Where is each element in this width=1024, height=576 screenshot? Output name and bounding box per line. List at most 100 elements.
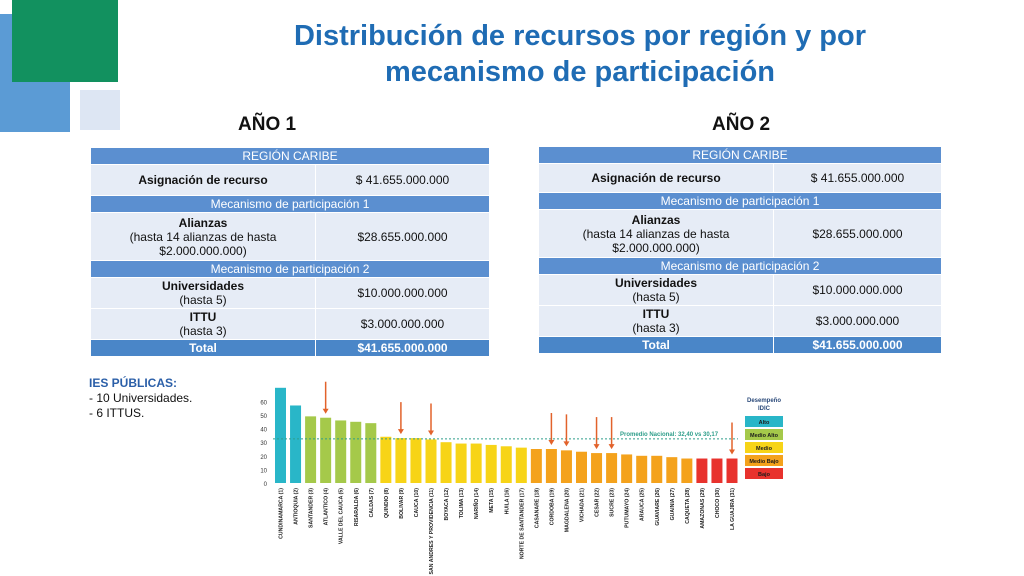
bar — [485, 444, 497, 483]
x-category-label: HUILA (16) — [504, 488, 510, 515]
x-category-label: BOYACA (12) — [444, 488, 450, 521]
total-label: Total — [538, 336, 774, 354]
bar — [305, 416, 317, 483]
decorative-green-block — [12, 0, 118, 82]
y-tick-label: 50 — [260, 414, 267, 420]
arrow-head-icon — [397, 429, 404, 435]
universidades-note: (hasta 5) — [632, 290, 680, 304]
legend-swatch — [745, 429, 783, 440]
bar — [681, 458, 693, 483]
average-line-label: Promedio Nacional: 32,40 vs 30,17 — [620, 432, 719, 438]
y-tick-label: 40 — [260, 428, 267, 434]
y-tick-label: 30 — [260, 441, 267, 447]
arrow-head-icon — [428, 430, 434, 436]
x-category-label: AMAZONAS (29) — [700, 488, 706, 529]
legend-label: Medio — [756, 446, 773, 452]
mecanismo-1-header: Mecanismo de participación 1 — [90, 195, 490, 213]
bar — [726, 458, 738, 483]
universidades-note: (hasta 5) — [179, 293, 227, 307]
asignacion-label: Asignación de recurso — [591, 171, 721, 185]
x-category-label: CALDAS (7) — [369, 488, 375, 518]
bar — [455, 443, 467, 483]
ies-line-2: - 6 ITTUS. — [89, 406, 145, 420]
mecanismo-1-header: Mecanismo de participación 1 — [538, 192, 942, 210]
bar — [395, 438, 407, 483]
x-category-label: ANTIOQUIA (2) — [294, 488, 300, 525]
alianzas-value: $28.655.000.000 — [357, 229, 448, 244]
arrow-head-icon — [322, 408, 329, 414]
x-category-label: TOLIMA (13) — [459, 488, 465, 519]
x-category-label: CAUCA (10) — [414, 488, 420, 517]
bar — [696, 458, 708, 483]
x-category-label: VALLE DEL CAUCA (5) — [339, 488, 345, 544]
x-category-label: CAQUETA (28) — [685, 488, 691, 524]
bar — [275, 387, 286, 483]
legend-swatch — [745, 468, 783, 479]
bar — [365, 423, 377, 483]
region-header: REGIÓN CARIBE — [90, 147, 490, 165]
x-category-label: ATLANTICO (4) — [324, 488, 330, 526]
slide-title: Distribución de recursos por región y po… — [230, 18, 930, 90]
x-category-label: NARIÑO (14) — [473, 488, 480, 519]
resource-table-year-2: REGIÓN CARIBE Asignación de recurso $ 41… — [538, 146, 942, 354]
bar — [440, 442, 452, 483]
ittu-value: $3.000.000.000 — [360, 317, 445, 331]
x-category-label: GUAVIARE (26) — [655, 488, 661, 526]
x-category-label: NORTE DE SANTANDER (17) — [519, 488, 525, 559]
x-category-label: SAN ANDRES Y PROVIDENCIA (11) — [429, 488, 435, 575]
ittu-title: ITTU — [642, 307, 670, 321]
alianzas-title: Alianzas — [178, 215, 228, 230]
bar — [591, 453, 603, 483]
year-2-label: AÑO 2 — [712, 114, 771, 135]
universidades-title: Universidades — [161, 279, 245, 293]
resource-table-year-1: REGIÓN CARIBE Asignación de recurso $ 41… — [90, 147, 490, 357]
x-category-label: META (15) — [489, 488, 495, 513]
y-tick-label: 60 — [260, 400, 267, 406]
x-category-label: ARAUCA (25) — [640, 488, 646, 521]
alianzas-note-2: $2.000.000.000) — [159, 243, 247, 258]
legend-swatch — [745, 442, 783, 453]
bar — [576, 451, 587, 483]
legend-subtitle: IDIC — [758, 406, 771, 412]
title-line-1: Distribución de recursos por región y po… — [293, 20, 867, 52]
y-tick-label: 0 — [264, 482, 268, 488]
region-header: REGIÓN CARIBE — [538, 146, 942, 164]
legend-label: Bajo — [758, 472, 771, 478]
y-tick-label: 20 — [260, 455, 267, 461]
bar — [515, 447, 527, 483]
alianzas-note-1: (hasta 14 alianzas de hasta — [582, 226, 730, 241]
alianzas-note-2: $2.000.000.000) — [612, 240, 700, 255]
arrow-head-icon — [608, 444, 615, 450]
x-category-label: CUNDINAMARCA (1) — [279, 488, 285, 539]
bar — [651, 455, 663, 483]
legend-swatch — [745, 455, 783, 466]
legend-label: Medio Alto — [750, 433, 779, 439]
alianzas-title: Alianzas — [631, 212, 681, 227]
legend-label: Alto — [759, 420, 770, 426]
bar — [320, 417, 332, 483]
universidades-value: $10.000.000.000 — [812, 283, 903, 297]
x-category-label: BOLIVAR (9) — [399, 488, 405, 519]
asignacion-value: $ 41.655.000.000 — [355, 173, 450, 187]
ittu-note: (hasta 3) — [632, 321, 680, 335]
x-category-label: CASANARE (18) — [534, 488, 540, 528]
arrow-head-icon — [563, 441, 570, 447]
total-value: $41.655.000.000 — [773, 336, 942, 354]
x-category-label: GUAINIA (27) — [670, 488, 676, 521]
bar — [335, 420, 347, 483]
bar — [621, 454, 633, 483]
x-category-label: LA GUAJIRA (31) — [730, 488, 736, 530]
legend-label: Medio Bajo — [749, 459, 779, 465]
ies-publicas-note: IES PÚBLICAS: - 10 Universidades. - 6 IT… — [89, 376, 192, 421]
arrow-head-icon — [548, 440, 555, 445]
ies-line-1: - 10 Universidades. — [89, 391, 193, 405]
bar — [666, 457, 678, 483]
x-category-label: PUTUMAYO (24) — [625, 488, 631, 528]
x-category-label: CESAR (22) — [595, 488, 601, 517]
universidades-value: $10.000.000.000 — [357, 286, 448, 300]
alianzas-note-1: (hasta 14 alianzas de hasta — [129, 229, 277, 244]
bar — [530, 449, 542, 483]
bar — [545, 449, 557, 483]
ittu-title: ITTU — [189, 310, 217, 324]
